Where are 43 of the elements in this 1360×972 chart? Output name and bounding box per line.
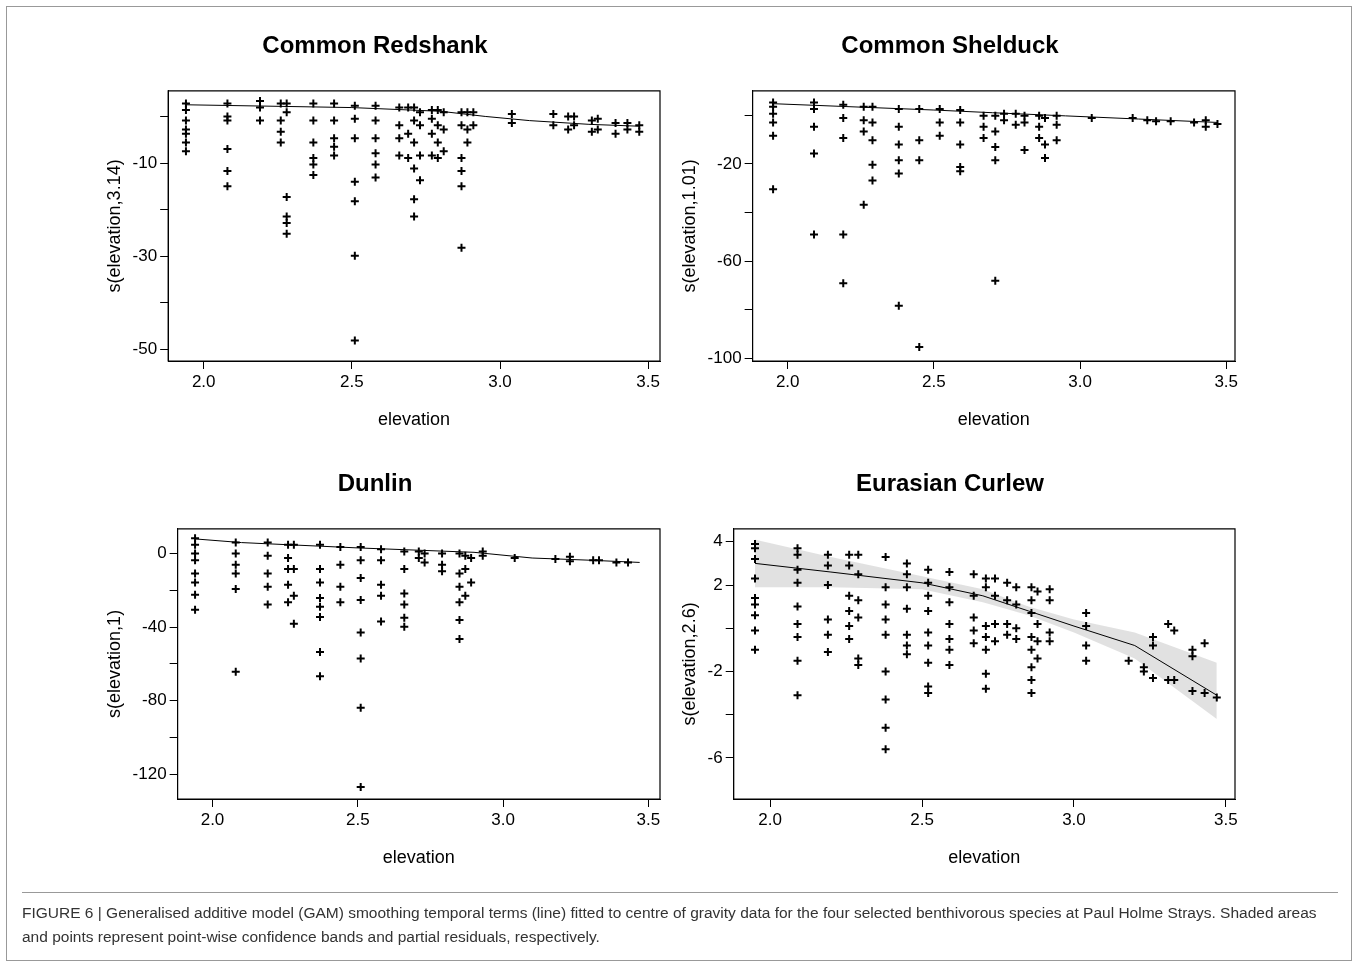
x-tick-label: 3.5 [1214,809,1238,829]
x-tick-label: 2.0 [200,809,225,829]
y-axis-title: s(elevation,3.14) [103,159,124,293]
x-axis-title: elevation [948,847,1021,868]
x-tick-label: 2.0 [775,371,800,391]
y-axis-title: s(elevation,1.01) [678,159,699,293]
y-tick-label: -6 [707,747,723,767]
y-tick-label: -120 [132,763,167,783]
y-tick-label: 2 [713,574,723,594]
y-tick-label: -20 [717,153,742,173]
y-tick-label: -50 [132,339,158,359]
y-axis-title: s(elevation,2.6) [678,602,699,726]
x-tick-label: 3.5 [1214,371,1239,391]
x-tick-label: 2.5 [922,371,946,391]
y-tick-label: -2 [707,661,723,681]
x-tick-label: 3.5 [636,809,661,829]
chart-title: Dunlin [337,469,413,497]
x-tick-label: 2.0 [758,809,782,829]
chart-title: Eurasian Curlew [855,469,1045,497]
chart-title: Common Shelduck [841,31,1060,59]
y-tick-label: -40 [142,616,167,636]
x-tick-label: 2.5 [345,809,370,829]
y-tick-label: -10 [132,152,158,172]
y-tick-label: -80 [142,690,167,710]
x-tick-label: 3.0 [1062,809,1086,829]
y-tick-label: -60 [717,250,742,270]
x-tick-label: 3.0 [491,809,515,829]
x-tick-label: 2.5 [340,371,364,391]
x-tick-label: 3.0 [1068,371,1092,391]
caption: FIGURE 6 | Generalised additive model (GAM) smoothing temporal terms (line) fitted to centre of gravity data for the four selected benthivorous species at Paul Holme Strays. Shaded areas and points represent point-wise confidence bands and partial residuals, respectively. [22,892,1338,949]
y-axis-title: s(elevation,1) [103,609,124,718]
y-tick-label: -30 [132,245,158,265]
x-axis-title: elevation [382,847,455,868]
x-axis-title: elevation [957,409,1030,430]
x-tick-label: 2.5 [910,809,934,829]
y-tick-label: 4 [713,531,723,551]
y-tick-label: 0 [157,543,167,563]
x-tick-label: 2.0 [191,371,216,391]
x-tick-label: 3.0 [488,371,512,391]
y-tick-label: -100 [707,348,742,368]
x-tick-label: 3.5 [636,371,660,391]
chart-title: Common Redshank [262,31,489,59]
x-axis-title: elevation [378,409,451,430]
